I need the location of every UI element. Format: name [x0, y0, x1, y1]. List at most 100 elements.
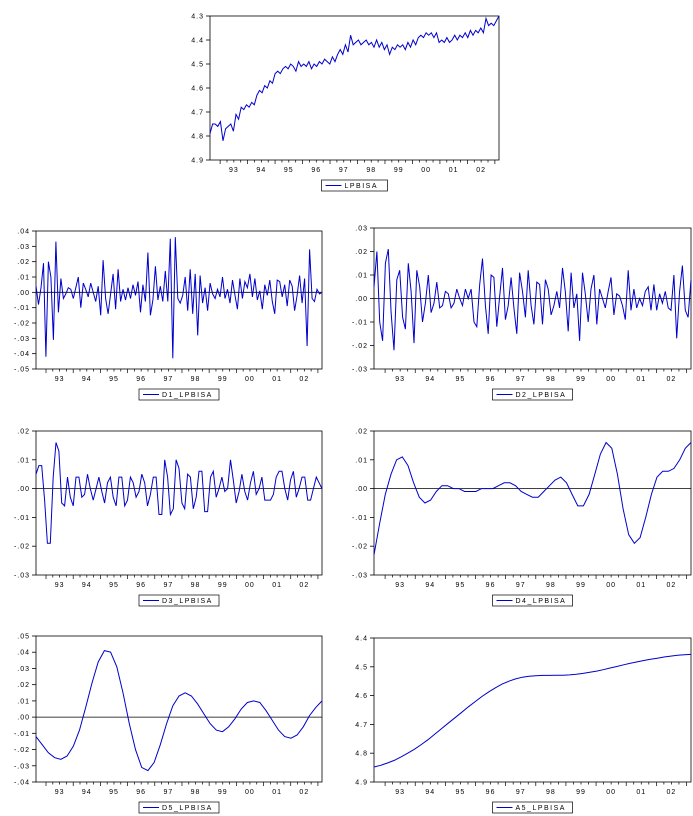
- chart-d2: .03 .02 .01 .00 -.01 -.02 -.03 93 94 95 96 97 98 99 00…: [352, 226, 692, 401]
- y-tick-label: 4.8: [191, 134, 204, 141]
- y-tick-label: .03: [17, 666, 30, 673]
- y-tick-label: .03: [355, 226, 368, 233]
- x-tick-label: 01: [636, 376, 646, 383]
- x-tick-label: 99: [576, 789, 586, 796]
- y-tick-label: .00: [17, 715, 30, 722]
- y-tick-label: .00: [355, 486, 368, 493]
- y-tick-label: .01: [355, 273, 368, 280]
- series-line: [35, 442, 323, 544]
- y-tick-label: 4.6: [355, 693, 368, 700]
- y-tick-label: -.02: [14, 544, 30, 551]
- x-tick-label: 01: [272, 789, 282, 796]
- chart-d3: .02 .01 .00 -.01 -.02 -.03 93 94 95 96 97 98 99 00 01 0…: [14, 429, 323, 607]
- y-tick-label: -.03: [14, 336, 30, 343]
- x-tick-label: 97: [516, 789, 526, 796]
- x-tick-label: 97: [339, 167, 349, 174]
- x-tick-label: 94: [425, 789, 435, 796]
- y-tick-label: .01: [17, 698, 30, 705]
- y-tick-label: -.02: [14, 747, 30, 754]
- x-tick-label: 00: [421, 167, 431, 174]
- x-tick-label: 94: [425, 376, 435, 383]
- y-tick-label: .01: [355, 457, 368, 464]
- x-tick-label: 00: [606, 789, 616, 796]
- x-tick-label: 02: [299, 582, 309, 589]
- x-tick-label: 02: [299, 789, 309, 796]
- x-tick-label: 95: [456, 789, 466, 796]
- x-tick-label: 93: [395, 789, 405, 796]
- y-tick-label: .01: [17, 275, 30, 282]
- y-tick-label: -.04: [14, 351, 30, 358]
- y-tick-label: 4.8: [355, 751, 368, 758]
- y-tick-label: -.02: [352, 544, 368, 551]
- series-line: [373, 248, 692, 351]
- x-tick-label: 98: [366, 167, 376, 174]
- y-tick-label: .00: [355, 296, 368, 303]
- x-tick-label: 93: [395, 582, 405, 589]
- x-tick-label: 02: [299, 376, 309, 383]
- x-tick-label: 95: [456, 582, 466, 589]
- x-tick-label: 96: [136, 582, 146, 589]
- y-tick-label: 4.4: [191, 38, 204, 45]
- x-tick-label: 98: [191, 376, 201, 383]
- x-tick-label: 00: [606, 376, 616, 383]
- legend-box: [321, 179, 388, 192]
- x-tick-label: 01: [636, 789, 646, 796]
- y-tick-label: .03: [17, 244, 30, 251]
- y-tick-label: 4.7: [355, 722, 368, 729]
- legend-label: D1_LPBISA: [162, 392, 213, 399]
- y-tick-label: -.01: [14, 515, 30, 522]
- x-tick-label: 01: [272, 376, 282, 383]
- legend-box: [138, 594, 220, 607]
- x-tick-label: 93: [395, 376, 405, 383]
- x-tick-label: 98: [546, 789, 556, 796]
- chart-d1: .04 .03 .02 .01 .00 -.01 -.02 -.03 -.04 -.05 93 94 9…: [14, 229, 323, 401]
- y-tick-label: .05: [17, 634, 30, 641]
- x-tick-label: 02: [476, 167, 486, 174]
- x-tick-label: 94: [82, 582, 92, 589]
- x-tick-label: 99: [394, 167, 404, 174]
- y-tick-label: 4.6: [191, 86, 204, 93]
- x-tick-label: 99: [576, 582, 586, 589]
- y-tick-label: -.01: [14, 731, 30, 738]
- y-tick-label: 4.3: [191, 14, 204, 21]
- x-tick-label: 98: [546, 376, 556, 383]
- series-line: [35, 650, 323, 772]
- legend-label: D3_LPBISA: [162, 598, 213, 605]
- y-tick-label: .00: [17, 290, 30, 297]
- x-tick-label: 01: [636, 582, 646, 589]
- legend-label: D2_LPBISA: [516, 392, 567, 399]
- plot-frame: [35, 635, 323, 783]
- chart-a5: 4.4 4.5 4.6 4.7 4.8 4.9 93 94 95 96 97 98 99 00 01 02 A5…: [355, 636, 692, 814]
- y-tick-label: 4.5: [191, 62, 204, 69]
- y-tick-label: .01: [17, 457, 30, 464]
- y-tick-label: -.01: [352, 320, 368, 327]
- y-tick-label: -.01: [14, 305, 30, 312]
- y-tick-label: 4.4: [355, 636, 368, 643]
- legend-label: D5_LPBISA: [162, 805, 213, 812]
- x-tick-label: 94: [82, 789, 92, 796]
- x-tick-label: 02: [667, 582, 677, 589]
- y-tick-label: 4.9: [355, 780, 368, 787]
- y-tick-label: -.01: [352, 515, 368, 522]
- x-tick-label: 93: [229, 167, 239, 174]
- plot-frame: [373, 430, 692, 576]
- x-tick-label: 98: [191, 582, 201, 589]
- y-tick-label: -.05: [14, 367, 30, 374]
- series-line: [373, 441, 692, 555]
- y-tick-label: -.04: [14, 780, 30, 787]
- legend-label: LPBISA: [345, 183, 379, 190]
- x-tick-label: 96: [136, 376, 146, 383]
- x-tick-label: 99: [218, 376, 228, 383]
- x-tick-label: 97: [163, 376, 173, 383]
- y-tick-label: -.03: [14, 573, 30, 580]
- y-tick-label: .02: [355, 249, 368, 256]
- y-tick-label: 4.5: [355, 664, 368, 671]
- y-tick-label: 4.9: [191, 158, 204, 165]
- series-line: [35, 237, 323, 359]
- x-tick-label: 00: [606, 582, 616, 589]
- y-tick-label: -.03: [352, 573, 368, 580]
- series-line: [209, 15, 500, 141]
- x-tick-label: 96: [136, 789, 146, 796]
- x-tick-label: 02: [667, 789, 677, 796]
- y-tick-label: .04: [17, 650, 30, 657]
